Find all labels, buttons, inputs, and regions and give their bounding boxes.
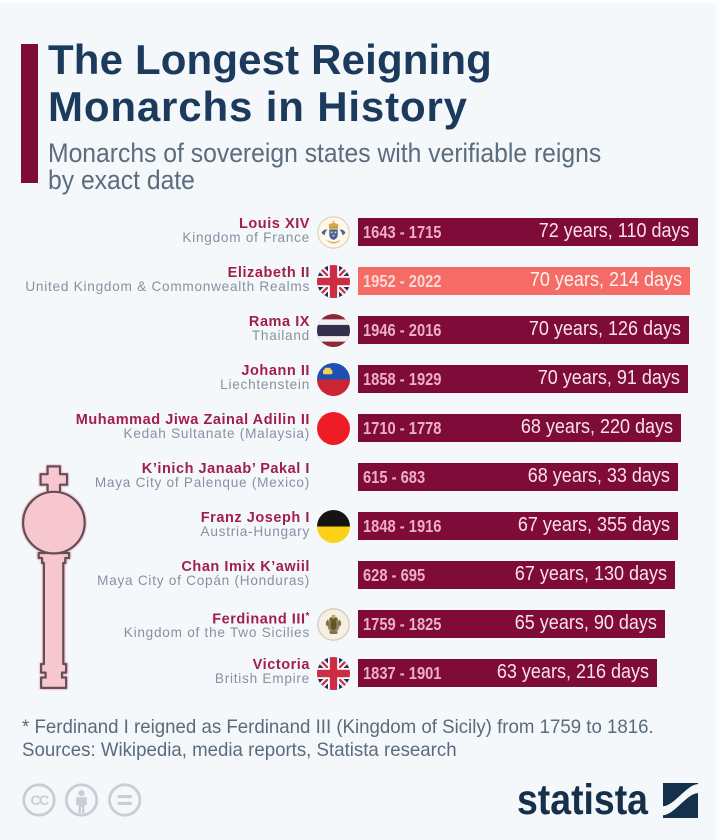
svg-text:CC: CC [30, 792, 49, 808]
svg-text:statista: statista [517, 776, 649, 824]
